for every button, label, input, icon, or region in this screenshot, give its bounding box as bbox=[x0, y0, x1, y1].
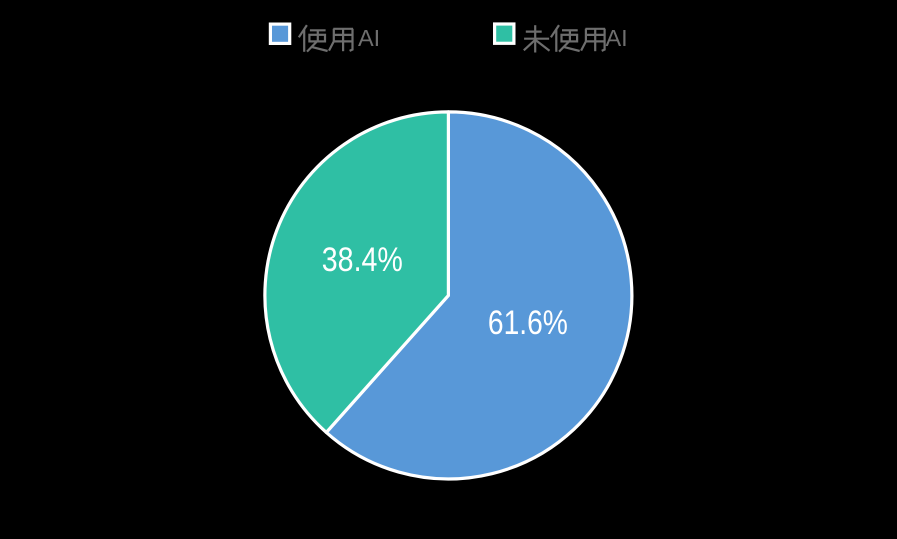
svg-text:38.4%: 38.4% bbox=[322, 241, 403, 279]
svg-text:61.6%: 61.6% bbox=[488, 304, 568, 342]
svg-text:AI: AI bbox=[358, 25, 380, 51]
svg-text:AI: AI bbox=[606, 25, 628, 51]
